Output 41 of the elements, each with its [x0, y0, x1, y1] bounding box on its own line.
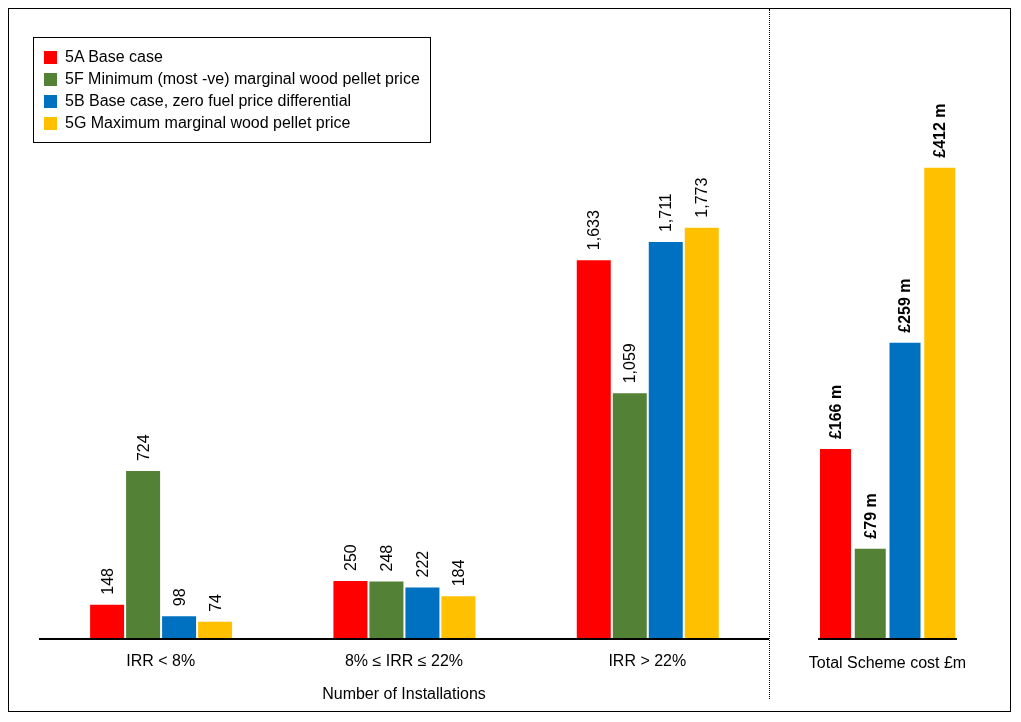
- data-label: 222: [413, 550, 431, 578]
- bar: [126, 471, 161, 639]
- bar: [441, 596, 476, 639]
- bar: [90, 604, 125, 639]
- data-label: 1,773: [693, 177, 711, 218]
- bar: [405, 587, 440, 639]
- data-label: 250: [341, 544, 359, 571]
- bar: [854, 548, 886, 639]
- legend-label: 5F Minimum (most -ve) marginal wood pellet price: [65, 70, 420, 88]
- x-tick-label: 8% ≤ IRR ≤ 22%: [344, 652, 464, 670]
- data-label: £79 m: [861, 493, 879, 539]
- bar: [889, 342, 921, 639]
- legend-label: 5A Base case: [65, 48, 163, 66]
- bar: [924, 167, 956, 639]
- data-label: 1,633: [585, 210, 603, 251]
- x-axis-title: Number of Installations: [322, 685, 486, 702]
- data-label: 148: [98, 567, 116, 595]
- data-label: 74: [206, 593, 224, 612]
- data-label: 98: [170, 588, 188, 607]
- x-tick-label: IRR > 22%: [608, 652, 687, 670]
- bar: [369, 581, 404, 639]
- legend-label: 5G Maximum marginal wood pellet price: [65, 114, 351, 132]
- data-label: 724: [134, 434, 152, 462]
- x-tick-label: IRR < 8%: [126, 652, 196, 670]
- data-label: 184: [449, 559, 467, 587]
- data-label: £412 m: [931, 103, 949, 158]
- data-label: 248: [377, 544, 395, 572]
- legend-label: 5B Base case, zero fuel price differential: [65, 92, 352, 110]
- bar: [648, 242, 683, 639]
- bar: [820, 449, 851, 639]
- data-label: £259 m: [896, 278, 914, 333]
- data-label: 1,711: [657, 193, 675, 233]
- bar: [198, 621, 233, 639]
- bar: [162, 616, 197, 639]
- data-label: £166 m: [827, 384, 844, 440]
- bar: [684, 227, 719, 639]
- bar: [333, 581, 368, 639]
- bar: [612, 393, 647, 639]
- data-label: 1,059: [621, 343, 639, 384]
- bar: [576, 260, 611, 639]
- x-axis-title: Total Scheme cost £m: [808, 654, 967, 672]
